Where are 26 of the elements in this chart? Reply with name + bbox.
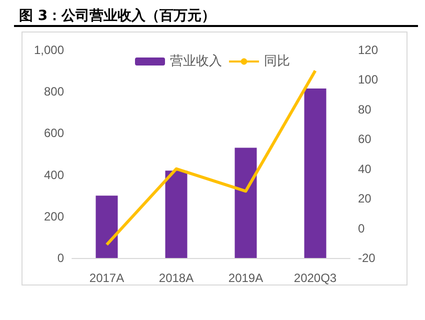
bar (165, 170, 188, 258)
chart-title: 图 3：公司营业收入（百万元） (19, 8, 216, 24)
y-tick-label: 600 (44, 126, 64, 140)
y-tick-label: 200 (44, 209, 64, 224)
x-tick-label: 2019A (228, 271, 264, 285)
y2-tick-label: 20 (358, 192, 372, 206)
x-tick-label: 2018A (158, 271, 194, 285)
y2-tick-label: 120 (358, 43, 378, 57)
x-tick-label: 2020Q3 (294, 271, 337, 285)
y2-tick-label: -20 (358, 251, 376, 265)
y-tick-label: 1,000 (34, 43, 64, 57)
y-tick-label: 0 (57, 251, 64, 265)
legend-label: 同比 (264, 54, 290, 69)
y2-tick-label: 0 (358, 221, 365, 236)
y2-tick-label: 40 (358, 162, 372, 176)
y2-tick-label: 60 (358, 132, 372, 146)
y2-tick-label: 100 (358, 72, 378, 87)
y-tick-label: 400 (44, 168, 64, 182)
bar (304, 88, 326, 258)
legend-label: 营业收入 (170, 54, 222, 69)
bar (96, 196, 118, 258)
x-tick-label: 2017A (89, 271, 124, 285)
bar (234, 148, 257, 258)
y-tick-label: 800 (44, 84, 64, 99)
y2-tick-label: 80 (358, 102, 372, 116)
line-series (105, 69, 317, 246)
